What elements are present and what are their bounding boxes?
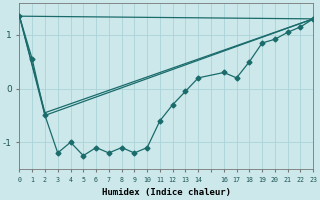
X-axis label: Humidex (Indice chaleur): Humidex (Indice chaleur) (102, 188, 231, 197)
